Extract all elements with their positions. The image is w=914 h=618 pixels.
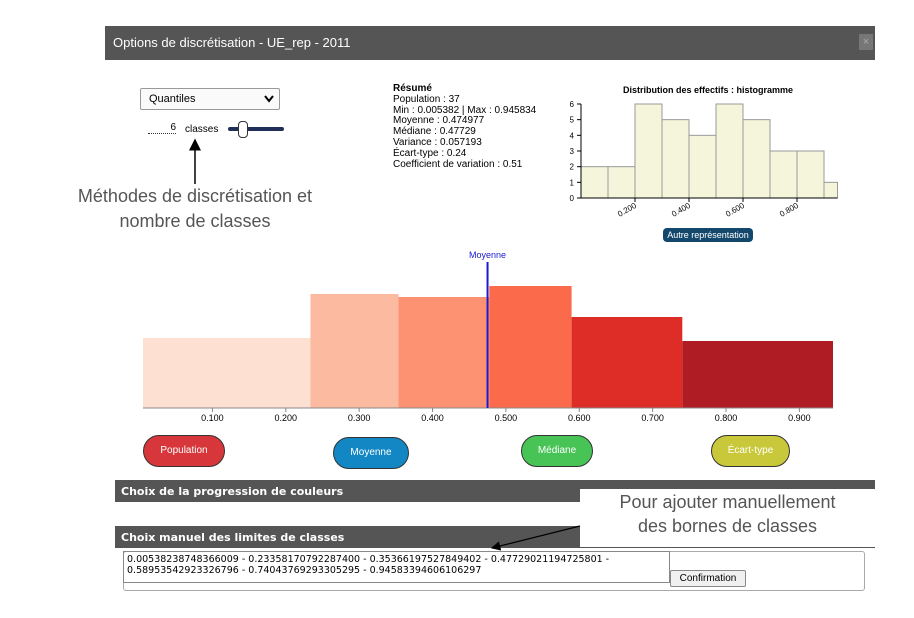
class-bar	[143, 338, 311, 408]
summary: Résumé Population : 37 Min : 0.005382 | M…	[393, 83, 537, 171]
summary-line: Population : 37	[393, 93, 460, 105]
summary-line: Coefficient de variation : 0.51	[393, 158, 523, 170]
breaks-textarea[interactable]: 0.00538238748366009 - 0.2335817079228740…	[123, 551, 670, 583]
summary-line: Médiane : 0.47729	[393, 126, 476, 138]
slider-track[interactable]	[228, 127, 284, 131]
x-tick-label: 0.800	[778, 201, 800, 219]
histogram-bar	[715, 103, 744, 199]
summary-line: Variance : 0.057193	[393, 136, 482, 148]
slider-handle[interactable]	[238, 121, 248, 138]
annotation-line: Pour ajouter manuellement	[619, 492, 836, 512]
median-button[interactable]: Médiane	[521, 435, 593, 467]
y-tick-label: 3	[570, 147, 575, 156]
method-select[interactable]: Quantiles	[140, 88, 280, 110]
annotation-line: Méthodes de discrétisation et	[77, 186, 313, 206]
stdev-button[interactable]: Écart-type	[711, 435, 790, 467]
histogram-bar	[742, 119, 771, 199]
population-button[interactable]: Population	[143, 435, 225, 467]
x-tick-label: 0.600	[568, 413, 591, 423]
y-tick-label: 0	[570, 194, 575, 203]
confirm-button[interactable]: Confirmation	[670, 570, 746, 587]
y-tick-label: 6	[570, 100, 575, 109]
histogram-button[interactable]: Autre représentation	[663, 228, 753, 242]
y-tick-label: 2	[570, 163, 575, 172]
class-bar	[489, 286, 572, 408]
y-tick-label: 5	[570, 116, 575, 125]
histogram-bar	[688, 134, 717, 199]
histogram-bar	[769, 150, 798, 199]
summary-line: Écart-type : 0.24	[393, 147, 467, 159]
x-tick-label: 0.100	[201, 413, 224, 423]
x-tick-label: 0.200	[616, 201, 638, 219]
y-tick-label: 4	[570, 131, 575, 140]
y-tick-label: 1	[570, 178, 575, 187]
class-bar	[310, 294, 399, 408]
x-tick-label: 0.600	[724, 201, 746, 219]
select-value: Quantiles	[149, 93, 196, 105]
section-title: Choix de la progression de couleurs	[121, 485, 344, 498]
section-title: Choix manuel des limites de classes	[121, 531, 345, 544]
x-tick-label: 0.200	[275, 413, 298, 423]
textarea-line: 0.00538238748366009 - 0.2335817079228740…	[127, 554, 610, 565]
annotation: Pour ajouter manuellement des bornes de …	[580, 489, 875, 547]
histogram-bar	[661, 119, 690, 199]
close-button[interactable]: ×	[859, 34, 873, 50]
annotation-line: des bornes de classes	[637, 516, 818, 536]
histogram-title: Distribution des effectifs : histogramme	[623, 85, 793, 95]
mean-button[interactable]: Moyenne	[333, 437, 409, 469]
x-tick-label: 0.300	[348, 413, 371, 423]
x-tick-label: 0.900	[788, 413, 811, 423]
x-tick-label: 0.400	[421, 413, 444, 423]
dialog-titlebar: Options de discrétisation - UE_rep - 201…	[105, 26, 875, 60]
annotation: Méthodes de discrétisation et nombre de …	[20, 186, 370, 232]
summary-lines: Population : 37 Min : 0.005382 | Max : 0.…	[393, 93, 537, 171]
textarea-line: 0.58953542923326796 - 0.7404376929330529…	[127, 565, 482, 576]
mean-label: Moyenne	[469, 250, 506, 260]
summary-title: Résumé	[393, 83, 432, 94]
x-tick-label: 0.700	[641, 413, 664, 423]
histogram-bar	[796, 150, 825, 199]
histogram-bar	[634, 103, 663, 199]
histogram-bar	[607, 166, 636, 199]
histogram-bar	[823, 181, 838, 199]
x-tick-label: 0.400	[670, 201, 692, 219]
class-bar	[571, 317, 683, 408]
x-tick-label: 0.800	[715, 413, 738, 423]
summary-line: Moyenne : 0.474977	[393, 115, 485, 127]
summary-line: Min : 0.005382 | Max : 0.945834	[393, 104, 537, 116]
dialog-title: Options de discrétisation - UE_rep - 201…	[113, 35, 351, 50]
select-arrow	[264, 95, 274, 103]
annotation-line: nombre de classes	[119, 211, 271, 231]
class-bar	[398, 297, 490, 408]
histogram-bar	[580, 166, 609, 199]
class-count[interactable]: 6	[148, 122, 176, 134]
class-bar	[682, 341, 833, 408]
classes-label: classes	[185, 124, 219, 135]
x-tick-label: 0.500	[495, 413, 518, 423]
